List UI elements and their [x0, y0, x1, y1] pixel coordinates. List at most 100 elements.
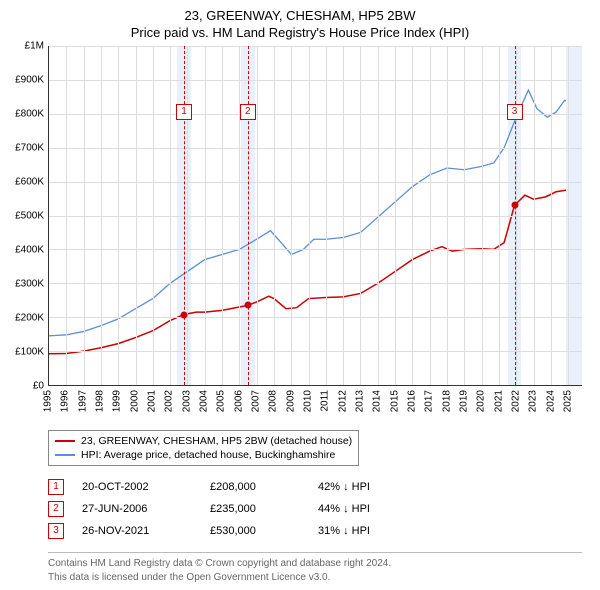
legend-item: 23, GREENWAY, CHESHAM, HP5 2BW (detached…	[55, 434, 352, 448]
event-marker-line	[248, 46, 249, 385]
y-axis-label: £900K	[15, 75, 44, 86]
gridline-vertical	[343, 46, 344, 385]
x-axis-label: 2024	[545, 390, 556, 412]
x-axis-label: 2003	[181, 390, 192, 412]
gridline-vertical	[430, 46, 431, 385]
gridline-horizontal	[49, 182, 582, 183]
y-axis-label: £100K	[15, 347, 44, 358]
event-row-number: 2	[48, 501, 64, 517]
event-row-delta: 42% ↓ HPI	[318, 481, 370, 493]
x-axis-label: 2014	[372, 390, 383, 412]
event-marker-box: 2	[240, 104, 256, 120]
footer-line-1: Contains HM Land Registry data © Crown c…	[48, 557, 582, 571]
gridline-horizontal	[49, 317, 582, 318]
gridline-vertical	[257, 46, 258, 385]
gridline-horizontal	[49, 283, 582, 284]
gridline-vertical	[309, 46, 310, 385]
gridline-vertical	[551, 46, 552, 385]
gridline-horizontal	[49, 148, 582, 149]
x-axis-label: 2001	[147, 390, 158, 412]
gridline-vertical	[274, 46, 275, 385]
event-row-delta: 44% ↓ HPI	[318, 503, 370, 515]
gridline-vertical	[412, 46, 413, 385]
event-price-dot	[511, 202, 518, 209]
gridline-vertical	[66, 46, 67, 385]
y-axis-label: £500K	[15, 211, 44, 222]
x-axis-label: 2025	[563, 390, 574, 412]
gridline-vertical	[291, 46, 292, 385]
legend-label: 23, GREENWAY, CHESHAM, HP5 2BW (detached…	[81, 435, 352, 447]
x-axis-label: 2012	[337, 390, 348, 412]
gridline-vertical	[568, 46, 569, 385]
x-axis-label: 2005	[216, 390, 227, 412]
chart-container: 23, GREENWAY, CHESHAM, HP5 2BW Price pai…	[0, 0, 600, 590]
legend-swatch	[55, 440, 75, 442]
event-price-dot	[180, 311, 187, 318]
gridline-vertical	[447, 46, 448, 385]
chart-legend: 23, GREENWAY, CHESHAM, HP5 2BW (detached…	[48, 430, 359, 466]
x-axis-label: 1997	[77, 390, 88, 412]
event-row-delta: 31% ↓ HPI	[318, 525, 370, 537]
legend-label: HPI: Average price, detached house, Buck…	[81, 449, 335, 461]
x-axis-label: 2010	[303, 390, 314, 412]
event-row-number: 1	[48, 479, 64, 495]
x-axis-label: 2015	[389, 390, 400, 412]
event-marker-line	[184, 46, 185, 385]
x-axis-label: 2008	[268, 390, 279, 412]
gridline-horizontal	[49, 114, 582, 115]
legend-swatch	[55, 454, 75, 456]
event-row: 326-NOV-2021£530,00031% ↓ HPI	[48, 520, 590, 542]
gridline-vertical	[239, 46, 240, 385]
gridline-vertical	[378, 46, 379, 385]
event-marker-line	[515, 46, 516, 385]
x-axis-label: 2023	[528, 390, 539, 412]
x-axis-label: 2019	[459, 390, 470, 412]
event-row-date: 26-NOV-2021	[82, 525, 192, 537]
x-axis-label: 1999	[112, 390, 123, 412]
event-price-dot	[244, 302, 251, 309]
gridline-vertical	[136, 46, 137, 385]
gridline-vertical	[360, 46, 361, 385]
gridline-horizontal	[49, 249, 582, 250]
gridline-vertical	[101, 46, 102, 385]
event-row-number: 3	[48, 523, 64, 539]
event-marker-box: 1	[176, 104, 192, 120]
x-axis-label: 2013	[355, 390, 366, 412]
gridline-vertical	[118, 46, 119, 385]
chart-plot: 123 £0£100K£200K£300K£400K£500K£600K£700…	[48, 46, 582, 386]
gridline-vertical	[153, 46, 154, 385]
gridline-horizontal	[49, 80, 582, 81]
gridline-horizontal	[49, 216, 582, 217]
x-axis-label: 2007	[251, 390, 262, 412]
gridline-vertical	[326, 46, 327, 385]
y-axis-label: £1M	[25, 41, 44, 52]
x-axis-label: 2002	[164, 390, 175, 412]
x-axis-label: 2000	[129, 390, 140, 412]
event-row: 120-OCT-2002£208,00042% ↓ HPI	[48, 476, 590, 498]
gridline-vertical	[499, 46, 500, 385]
gridline-horizontal	[49, 351, 582, 352]
gridline-vertical	[84, 46, 85, 385]
x-axis-label: 2011	[320, 390, 331, 412]
event-row-price: £235,000	[210, 503, 300, 515]
gridline-vertical	[170, 46, 171, 385]
events-table: 120-OCT-2002£208,00042% ↓ HPI227-JUN-200…	[48, 476, 590, 542]
x-axis-label: 2006	[233, 390, 244, 412]
gridline-horizontal	[49, 46, 582, 47]
gridline-vertical	[187, 46, 188, 385]
event-row: 2 27-JUN-2006 £235,000 44% ↓ HPI	[48, 498, 590, 520]
x-axis-label: 1998	[95, 390, 106, 412]
plot-area: 123	[48, 46, 582, 386]
legend-item: HPI: Average price, detached house, Buck…	[55, 448, 352, 462]
event-row-date: 27-JUN-2006	[82, 503, 192, 515]
x-axis-label: 2022	[511, 390, 522, 412]
x-axis-label: 1995	[43, 390, 54, 412]
gridline-vertical	[205, 46, 206, 385]
chart-footer: Contains HM Land Registry data © Crown c…	[48, 552, 582, 584]
gridline-vertical	[482, 46, 483, 385]
chart-title-address: 23, GREENWAY, CHESHAM, HP5 2BW	[10, 8, 590, 23]
x-axis-label: 2020	[476, 390, 487, 412]
event-row-date: 20-OCT-2002	[82, 481, 192, 493]
y-axis-label: £700K	[15, 143, 44, 154]
gridline-vertical	[395, 46, 396, 385]
